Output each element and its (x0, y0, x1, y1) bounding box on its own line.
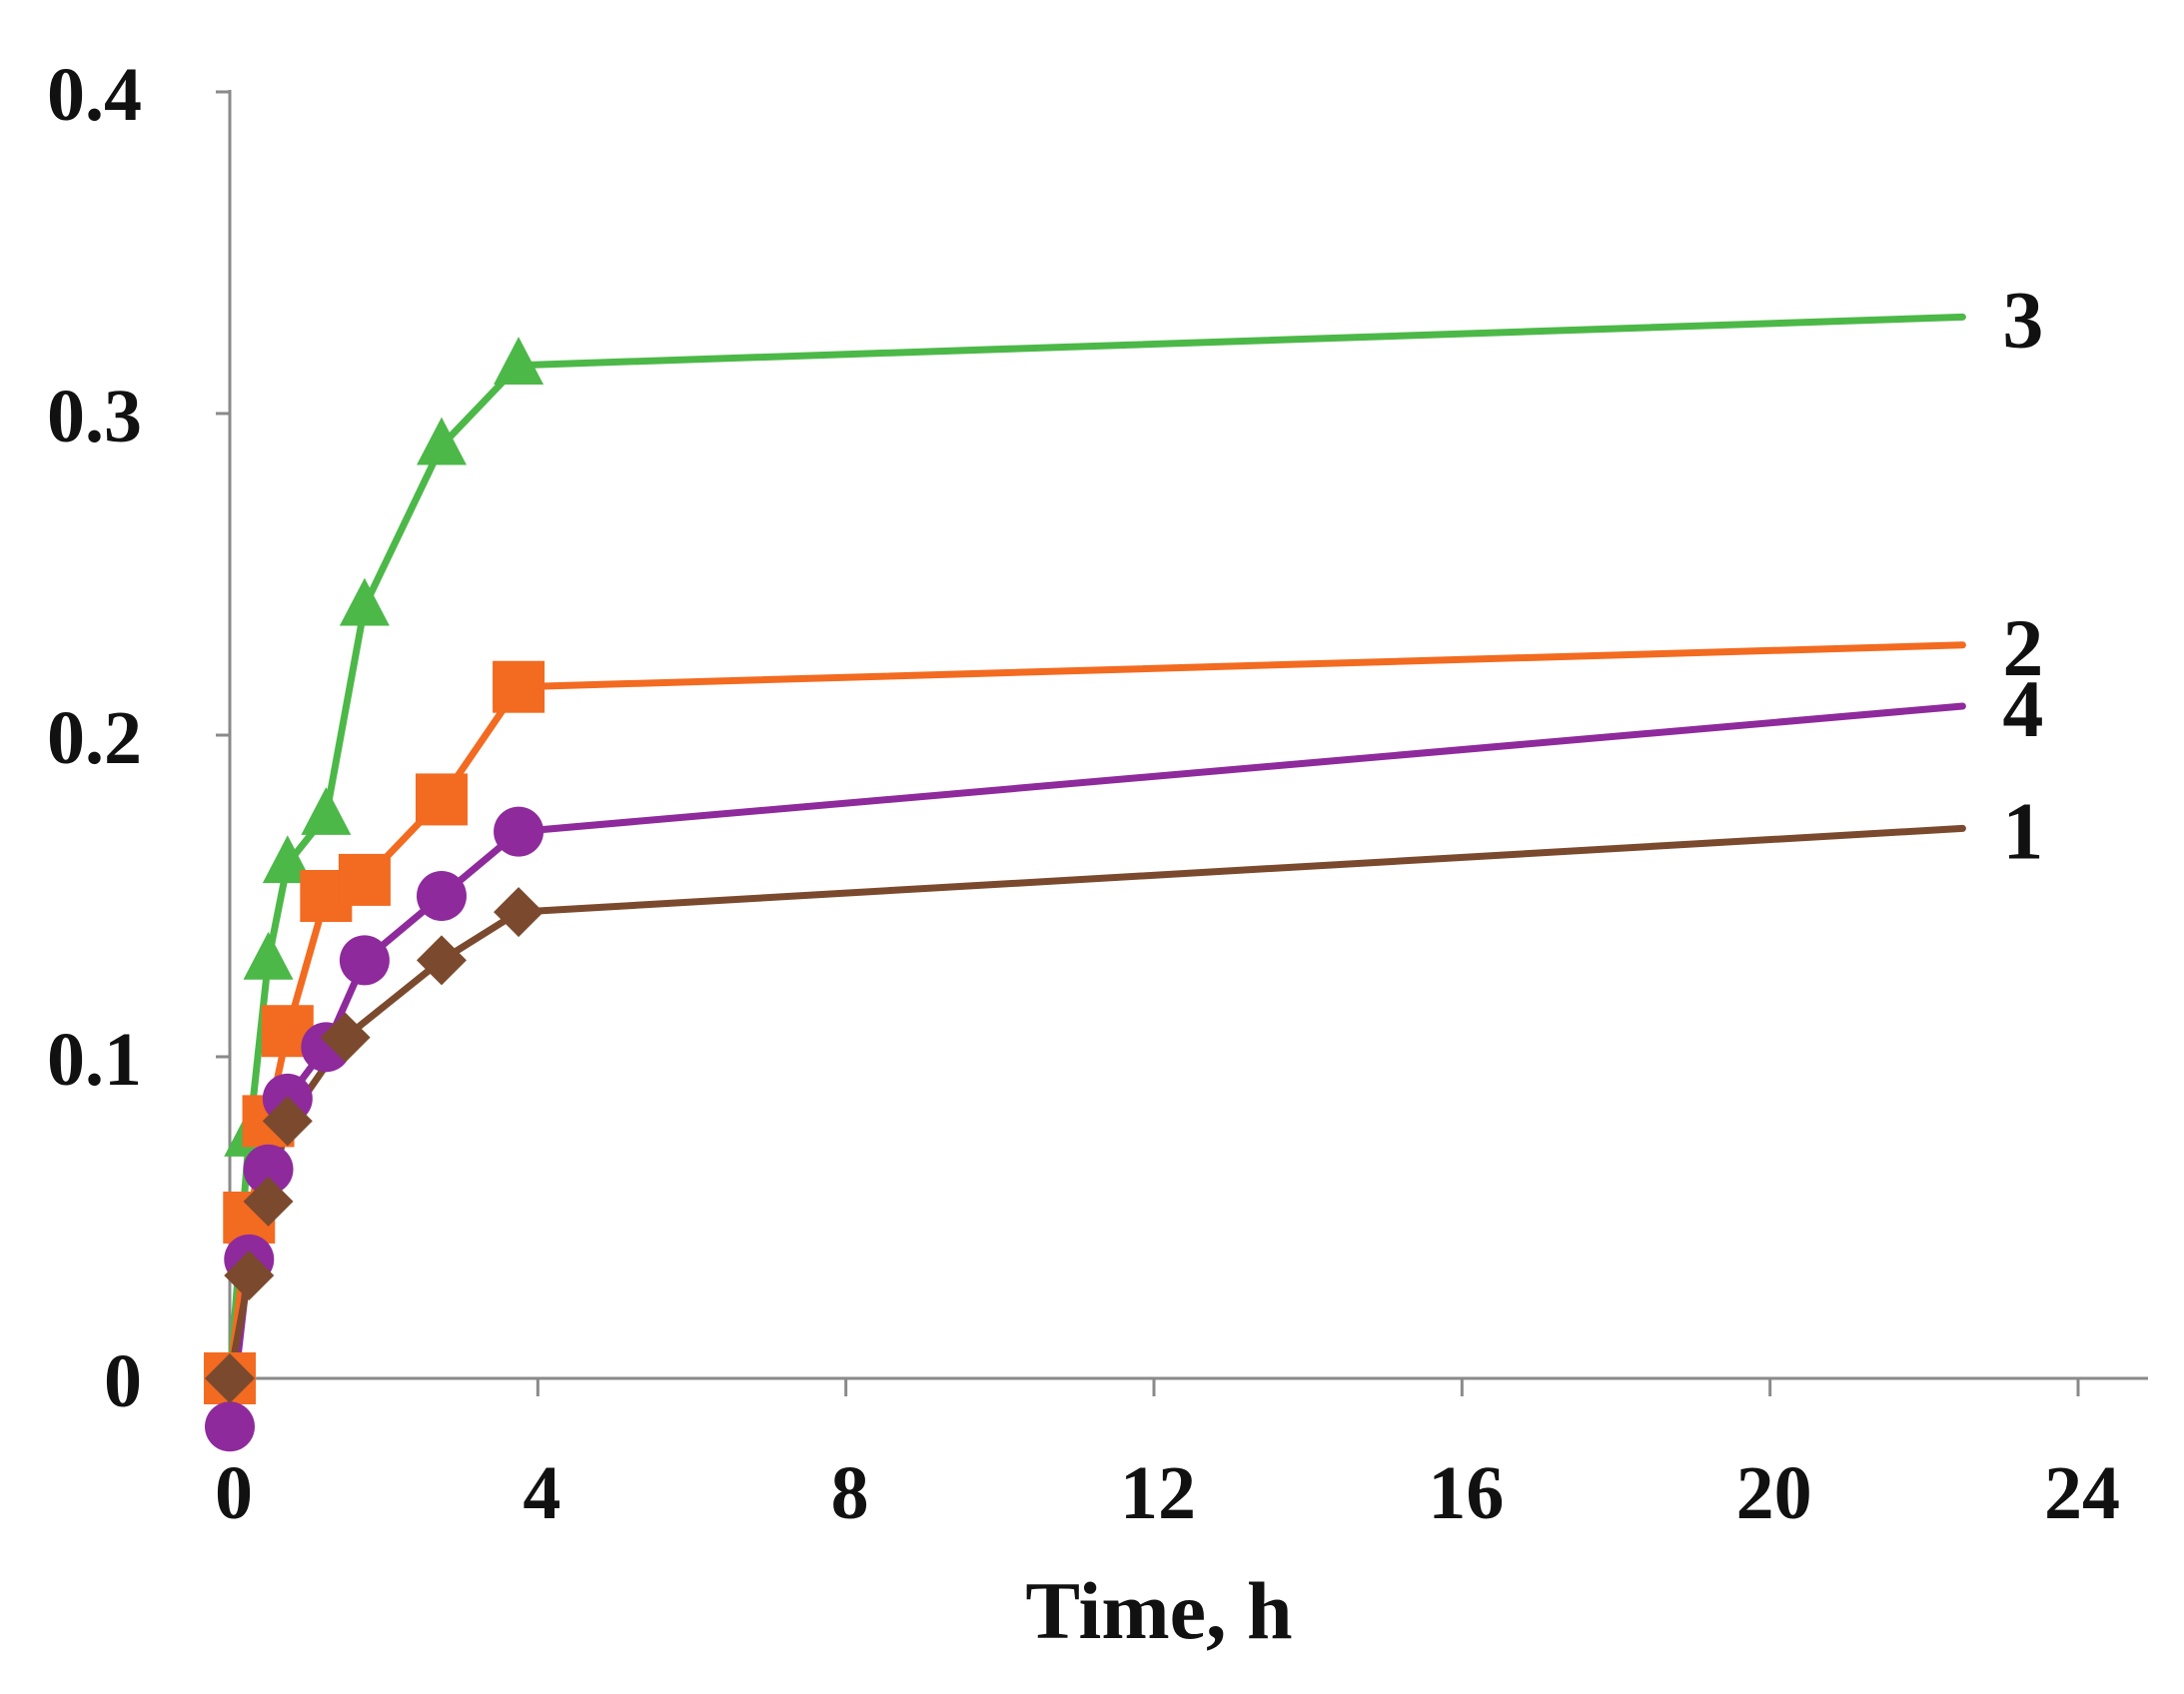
x-tick-label: 4 (523, 1451, 560, 1535)
series-2-line (226, 641, 1966, 1382)
series-2-marker (338, 853, 391, 906)
markers-layer (204, 337, 546, 1452)
series-4-marker (494, 806, 545, 857)
series-1-marker (224, 1250, 275, 1300)
x-tick-label: 8 (831, 1451, 869, 1535)
series-layer (226, 313, 1966, 1430)
series-1-marker (416, 935, 467, 986)
series-2-marker (493, 660, 546, 713)
series-1-marker (320, 1012, 371, 1063)
series-3-marker (262, 835, 313, 884)
series-4-line (226, 702, 1966, 1430)
x-tick-label: 20 (1736, 1451, 1812, 1535)
labels-layer: 3 24 1 (2002, 274, 2043, 876)
x-axis-title: Time, h (1025, 1565, 1292, 1656)
series-1-marker (494, 887, 545, 938)
x-tick-label: 0 (215, 1451, 253, 1535)
series-3-label: 3 (2002, 274, 2043, 365)
series-2-marker (415, 773, 468, 826)
series-4-marker (243, 1144, 294, 1195)
y-tick-label: 0.4 (47, 53, 142, 137)
series-1-label: 1 (2002, 785, 2043, 876)
series-3-line (226, 313, 1966, 1382)
series-1-line (226, 824, 1966, 1382)
series-4-marker (416, 871, 467, 921)
series-1-marker (243, 1176, 294, 1227)
x-tick-label: 16 (1428, 1451, 1504, 1535)
x-tick-label: 24 (2044, 1451, 2120, 1535)
series-4-marker (205, 1401, 255, 1452)
series-3-marker (301, 786, 352, 835)
series-3-marker (416, 417, 467, 465)
series-3-marker (243, 931, 294, 980)
y-tick-label: 0 (104, 1339, 142, 1423)
series-4-label: 4 (2002, 663, 2043, 754)
series-4-marker (339, 935, 390, 986)
series-1-marker (262, 1096, 313, 1147)
y-tick-label: 0.2 (47, 696, 142, 780)
series-3-marker (339, 577, 390, 626)
series-1-marker (205, 1353, 255, 1403)
series-3-marker (494, 337, 545, 386)
y-tick-label: 0.1 (47, 1018, 142, 1102)
series-2-label: 2 (2002, 602, 2043, 693)
x-tick-label: 12 (1120, 1451, 1196, 1535)
y-tick-label: 0.3 (47, 375, 142, 458)
